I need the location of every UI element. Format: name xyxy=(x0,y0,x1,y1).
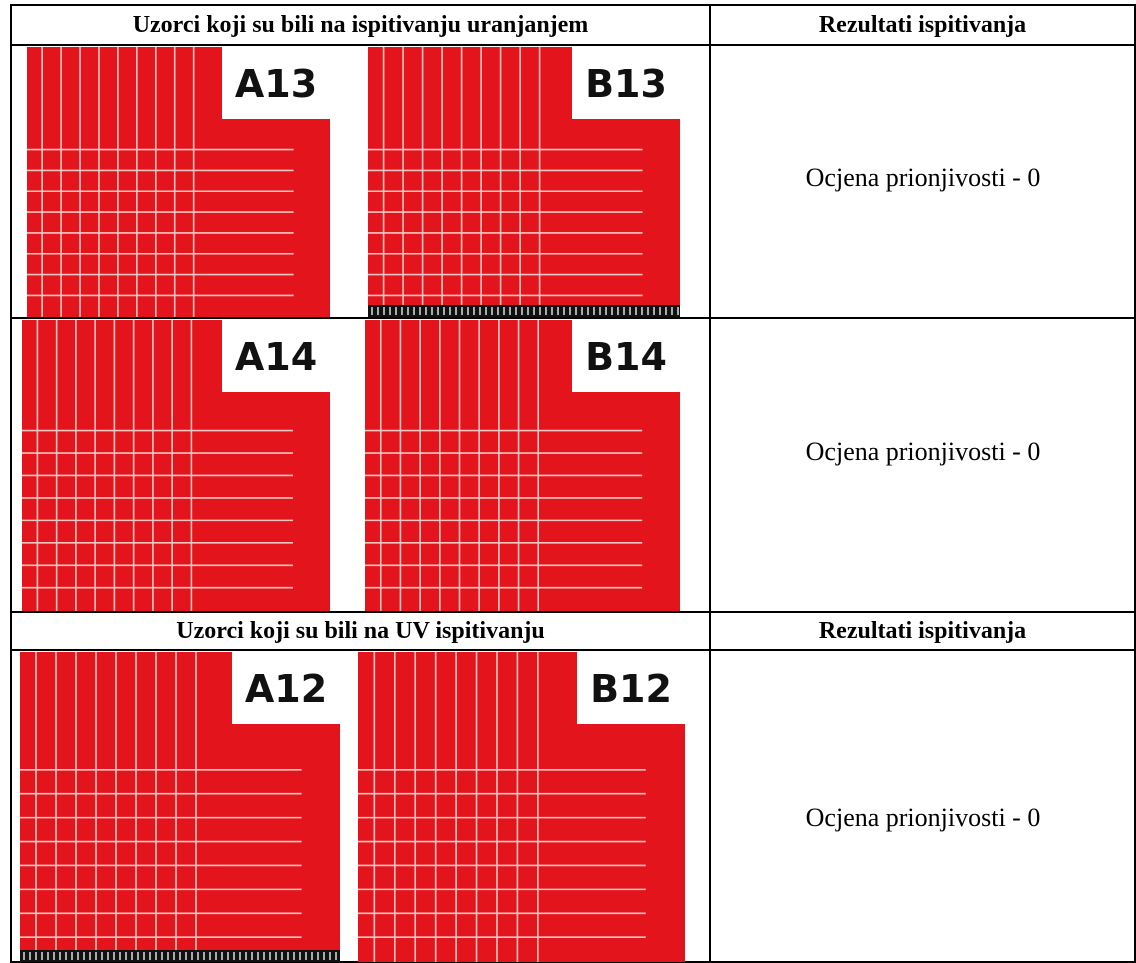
label-card xyxy=(572,320,680,392)
table-border xyxy=(10,317,1136,319)
scratch-grid xyxy=(358,652,646,962)
table-border xyxy=(10,961,1136,963)
sample-photo: B14 xyxy=(365,320,680,611)
table-border xyxy=(709,4,711,963)
scratch-grid xyxy=(368,47,643,317)
label-card xyxy=(232,652,340,724)
table-border xyxy=(10,4,12,963)
sample-label: A12 xyxy=(245,667,327,711)
sample-photo: A13 xyxy=(27,47,330,317)
table-border xyxy=(10,611,1136,613)
result-text: Ocjena prionjivosti - 0 xyxy=(805,163,1041,192)
label-card xyxy=(572,47,680,119)
sample-label: B12 xyxy=(590,667,672,711)
sample-photo: A12 xyxy=(20,652,340,962)
column-header: Uzorci koji su bili na UV ispitivanju xyxy=(176,618,545,644)
sample-label: A13 xyxy=(235,62,317,106)
ruler xyxy=(368,305,680,317)
column-header: Rezultati ispitivanja xyxy=(818,12,1027,38)
sample-label: B13 xyxy=(585,62,667,106)
label-card xyxy=(222,47,330,119)
sample-label: B14 xyxy=(585,335,667,379)
scratch-grid xyxy=(22,320,294,611)
result-text: Ocjena prionjivosti - 0 xyxy=(805,437,1041,466)
sample-photo: B13 xyxy=(368,47,680,317)
column-header: Uzorci koji su bili na ispitivanju uranj… xyxy=(132,12,589,38)
result-text: Ocjena prionjivosti - 0 xyxy=(805,803,1041,832)
table-border xyxy=(1134,4,1136,963)
label-card xyxy=(222,320,330,392)
scratch-grid xyxy=(27,47,294,317)
label-card xyxy=(577,652,685,724)
table-border xyxy=(10,4,1136,6)
scratch-grid xyxy=(365,320,643,611)
sample-photo: A14 xyxy=(22,320,330,611)
table-border xyxy=(10,44,1136,46)
column-header: Rezultati ispitivanja xyxy=(818,618,1027,644)
sample-photo: B12 xyxy=(358,652,685,962)
table-border xyxy=(10,649,1136,651)
sample-label: A14 xyxy=(235,335,317,379)
scratch-grid xyxy=(20,652,302,962)
